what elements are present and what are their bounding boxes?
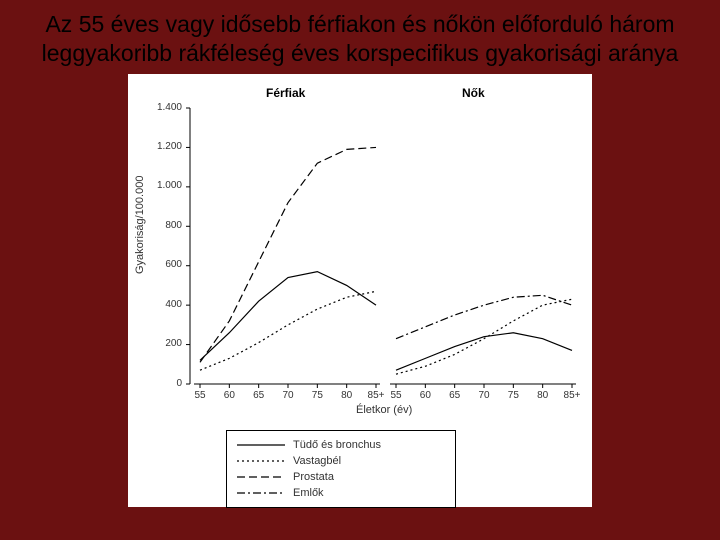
legend-label: Prostata bbox=[293, 471, 334, 483]
legend-swatch bbox=[237, 487, 285, 499]
page-title: Az 55 éves vagy idősebb férfiakon és nők… bbox=[0, 0, 720, 74]
legend-label: Vastagbél bbox=[293, 455, 341, 467]
chart-card: Gyakoriság/100.000 02004006008001.0001.2… bbox=[128, 74, 592, 507]
legend-item: Vastagbél bbox=[237, 453, 445, 469]
legend-label: Tüdő és bronchus bbox=[293, 439, 381, 451]
legend: Tüdő és bronchus Vastagbél Prostata Emlők bbox=[226, 430, 456, 508]
legend-item: Tüdő és bronchus bbox=[237, 437, 445, 453]
legend-item: Prostata bbox=[237, 469, 445, 485]
legend-swatch bbox=[237, 471, 285, 483]
legend-swatch bbox=[237, 439, 285, 451]
legend-swatch bbox=[237, 455, 285, 467]
legend-item: Emlők bbox=[237, 485, 445, 501]
legend-label: Emlők bbox=[293, 487, 324, 499]
